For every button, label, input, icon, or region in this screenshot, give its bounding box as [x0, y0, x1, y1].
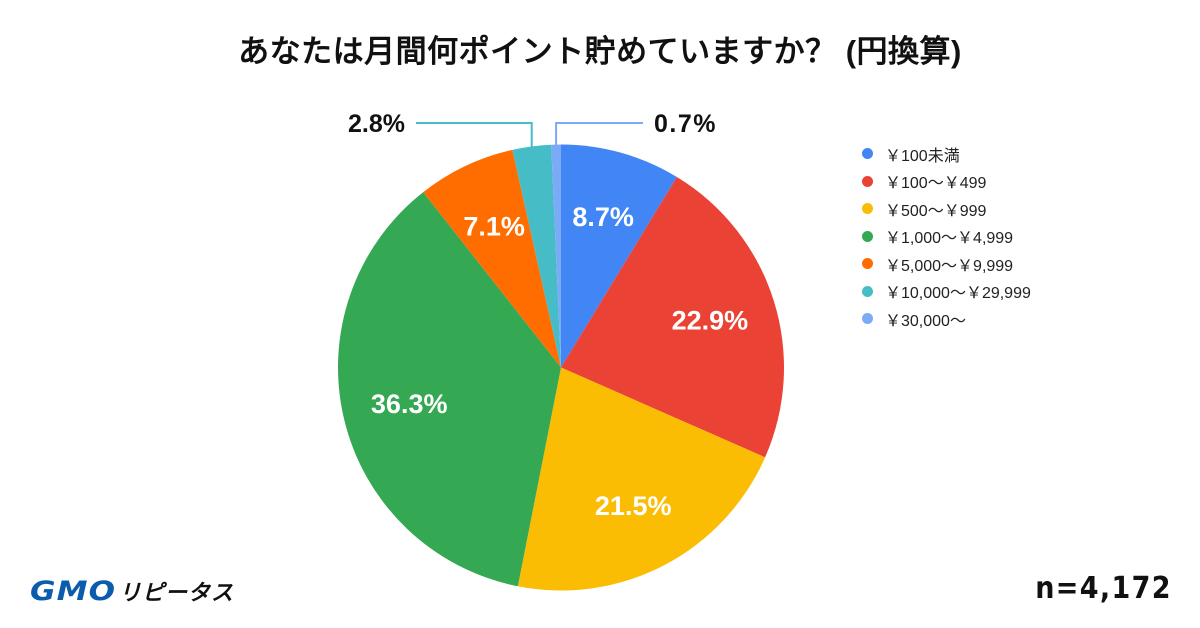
pie-slice [561, 177, 785, 458]
legend-label: ￥30,000～ [885, 312, 966, 330]
pie-slices [338, 144, 785, 591]
slice-label: 8.7% [572, 202, 634, 232]
pie-slice [423, 149, 561, 368]
slice-label: 36.3% [371, 389, 448, 419]
chart-title: あなたは月間何ポイント貯めていますか？ (円換算) [238, 34, 962, 69]
pie-slice [561, 144, 677, 368]
sample-size: n=4,172 [1035, 571, 1172, 606]
pie-slice [517, 367, 766, 591]
outside-slice-label: 2.8% [348, 110, 405, 138]
legend-item: ￥30,000～ [860, 305, 1031, 333]
legend-dot-icon [862, 313, 873, 325]
pie-slice [551, 144, 561, 368]
legend-dot-icon [862, 175, 873, 187]
legend-dot-icon [862, 258, 873, 270]
legend-item: ￥5,000～￥9,999 [860, 250, 1031, 278]
leader-lines [416, 122, 643, 148]
gmo-repeatus-logo: GMO リピータス [30, 574, 234, 608]
slice-labels: 8.7% 22.9% 21.5% 36.3% 7.1% 2.8% 0.7% [348, 110, 748, 521]
outside-slice-label: 0.7% [654, 110, 717, 138]
legend-label: ￥100未満 [885, 147, 960, 165]
legend-item: ￥10,000～￥29,999 [860, 278, 1031, 306]
legend-dot-icon [862, 203, 873, 215]
legend-label: ￥10,000～￥29,999 [885, 285, 1031, 303]
legend-label: ￥5,000～￥9,999 [885, 257, 1014, 275]
slice-label: 22.9% [672, 306, 749, 336]
slice-label: 21.5% [595, 491, 672, 521]
legend-label: ￥500～￥999 [885, 202, 987, 220]
legend-dot-icon [862, 285, 873, 297]
logo-product: リピータス [118, 580, 234, 605]
legend-dot-icon [862, 148, 873, 160]
legend-item: ￥1,000～￥4,999 [860, 223, 1031, 251]
pie-slice [338, 192, 561, 587]
legend-item: ￥100～￥499 [860, 168, 1031, 196]
legend-item: ￥500～￥999 [860, 195, 1031, 223]
leader-line [555, 122, 643, 146]
pie-slice [512, 144, 561, 368]
legend-dot-icon [862, 230, 873, 242]
legend-label: ￥100～￥499 [885, 175, 987, 193]
leader-line [416, 122, 533, 148]
legend: ￥100未満 ￥100～￥499 ￥500～￥999 ￥1,000～￥4,999… [860, 140, 1031, 333]
legend-item: ￥100未満 [860, 140, 1031, 168]
logo-brand: GMO [30, 575, 117, 607]
slice-label: 7.1% [463, 212, 525, 242]
legend-label: ￥1,000～￥4,999 [885, 230, 1014, 248]
